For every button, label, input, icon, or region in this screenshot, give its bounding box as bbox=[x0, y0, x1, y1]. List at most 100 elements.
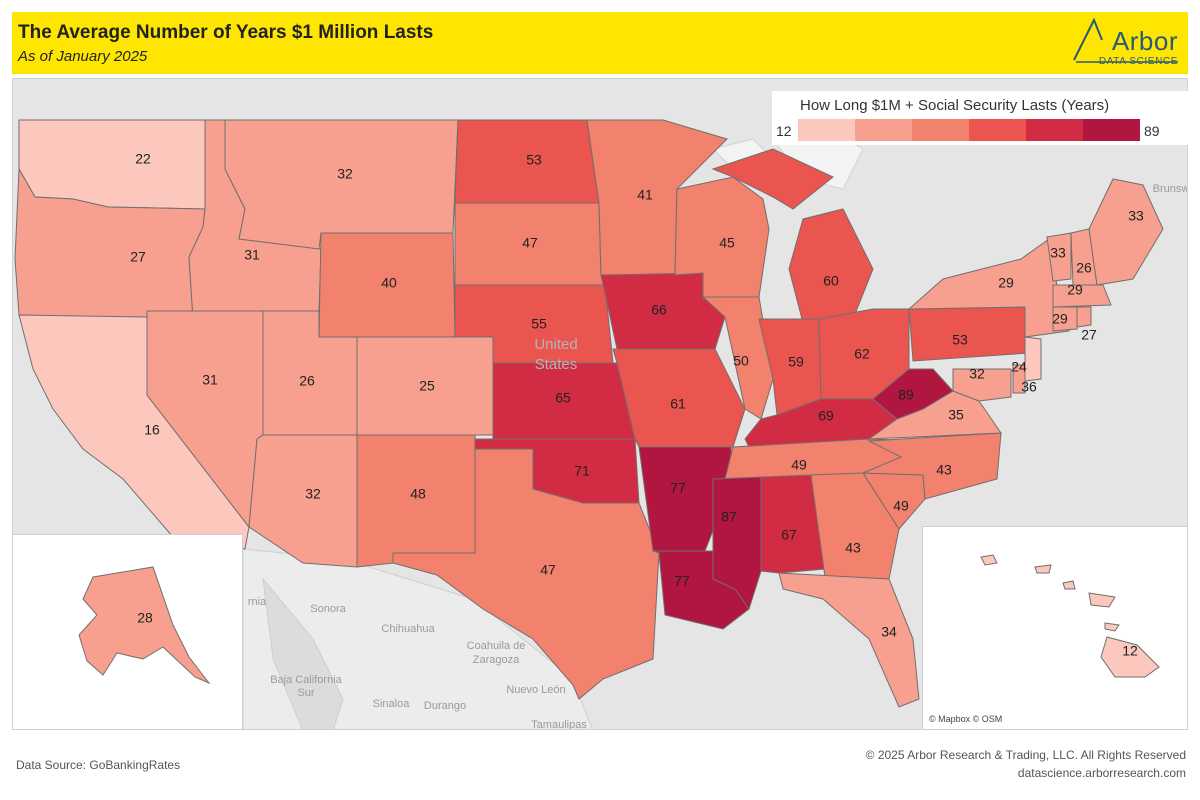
state-value-label-ca: 16 bbox=[144, 422, 160, 438]
state-value-label-hi: 12 bbox=[1122, 643, 1138, 659]
state-hi-island[interactable] bbox=[1062, 580, 1076, 590]
state-value-label-or: 27 bbox=[130, 249, 146, 265]
state-pa[interactable] bbox=[908, 306, 1030, 362]
state-value-label-ne: 55 bbox=[531, 316, 547, 332]
state-value-label-wi: 45 bbox=[719, 235, 735, 251]
state-md[interactable] bbox=[952, 368, 1012, 402]
state-ak[interactable] bbox=[78, 566, 211, 685]
state-value-label-mi: 60 bbox=[823, 273, 839, 289]
state-hi-island[interactable] bbox=[1100, 636, 1160, 678]
alaska-map[interactable]: 28 bbox=[13, 535, 242, 729]
state-value-label-il: 50 bbox=[733, 353, 749, 369]
map-attribution[interactable]: © Mapbox © OSM bbox=[929, 714, 1003, 724]
place-label: Nuevo León bbox=[506, 684, 565, 696]
state-value-label-nc: 43 bbox=[936, 462, 952, 478]
state-mt[interactable] bbox=[224, 119, 459, 250]
page-title: The Average Number of Years $1 Million L… bbox=[18, 22, 434, 43]
state-value-label-nm: 48 bbox=[410, 486, 426, 502]
legend-swatch bbox=[969, 119, 1026, 141]
place-label: Durango bbox=[424, 700, 466, 712]
state-value-label-tn: 49 bbox=[791, 457, 807, 473]
state-value-labels: 22 27 16 31 31 32 40 26 25 32 48 53 47 55 65 71 47 41 66 61… bbox=[130, 151, 1144, 640]
state-hi-island[interactable] bbox=[1104, 622, 1120, 632]
place-label: Sinaloa bbox=[373, 698, 411, 710]
alaska-inset[interactable]: 28 bbox=[12, 534, 243, 730]
logo-subtitle: DATA SCIENCE bbox=[1098, 56, 1178, 67]
state-value-label-de: 36 bbox=[1021, 379, 1037, 395]
legend: How Long $1M + Social Security Lasts (Ye… bbox=[772, 91, 1188, 145]
data-source: Data Source: GoBankingRates bbox=[16, 758, 181, 772]
state-value-label-me: 33 bbox=[1128, 208, 1144, 224]
state-hi-island[interactable] bbox=[980, 554, 998, 566]
logo-word: Arbor bbox=[1111, 26, 1178, 56]
state-value-label-nh: 26 bbox=[1076, 260, 1092, 276]
legend-swatch bbox=[912, 119, 969, 141]
state-ma[interactable] bbox=[1052, 284, 1112, 308]
state-value-label-ky: 69 bbox=[818, 408, 834, 424]
state-hi-island[interactable] bbox=[1088, 592, 1116, 608]
hawaii-inset[interactable]: 12 bbox=[922, 526, 1188, 730]
state-fl[interactable] bbox=[778, 572, 920, 708]
state-value-label-wa: 22 bbox=[135, 151, 151, 167]
state-value-label-ma: 29 bbox=[1067, 282, 1083, 298]
state-value-label-va: 35 bbox=[948, 407, 964, 423]
legend-swatch bbox=[855, 119, 912, 141]
legend-min-value: 12 bbox=[776, 123, 792, 139]
state-vt[interactable] bbox=[1046, 232, 1072, 282]
hawaii-map[interactable]: 12 bbox=[923, 527, 1187, 729]
website-link[interactable]: datascience.arborresearch.com bbox=[1017, 766, 1186, 780]
place-label: Tamaulipas bbox=[531, 719, 587, 730]
state-ct[interactable] bbox=[1052, 306, 1078, 332]
state-al[interactable] bbox=[760, 474, 826, 574]
state-value-label-ga: 43 bbox=[845, 540, 861, 556]
country-label-line2: States bbox=[535, 356, 578, 373]
state-value-label-nj: 24 bbox=[1011, 359, 1027, 375]
place-label: Brunsw bbox=[1153, 183, 1188, 195]
state-tx[interactable] bbox=[392, 448, 660, 700]
state-value-label-tx: 47 bbox=[540, 562, 556, 578]
place-label: Coahuila de bbox=[467, 640, 526, 652]
state-nc[interactable] bbox=[862, 432, 1002, 500]
state-nj[interactable] bbox=[1024, 336, 1042, 382]
state-value-label-fl: 34 bbox=[881, 624, 897, 640]
state-value-label-mt: 32 bbox=[337, 166, 353, 182]
state-value-label-mn: 41 bbox=[637, 187, 653, 203]
state-value-label-co: 25 bbox=[419, 378, 435, 394]
state-value-label-sc: 49 bbox=[893, 498, 909, 514]
place-label: Zaragoza bbox=[473, 654, 520, 666]
place-label: rnia bbox=[248, 596, 267, 608]
state-value-label-pa: 53 bbox=[952, 332, 968, 348]
state-value-label-wv: 89 bbox=[898, 387, 914, 403]
arbor-logo: Arbor DATA SCIENCE bbox=[1070, 16, 1180, 70]
place-label: Chihuahua bbox=[381, 623, 435, 635]
state-value-label-ny: 29 bbox=[998, 275, 1014, 291]
state-value-label-al: 67 bbox=[781, 527, 797, 543]
copyright: © 2025 Arbor Research & Trading, LLC. Al… bbox=[865, 748, 1186, 762]
state-value-label-md: 32 bbox=[969, 366, 985, 382]
state-value-label-ks: 65 bbox=[555, 390, 571, 406]
state-ga[interactable] bbox=[810, 472, 900, 580]
state-value-label-nd: 53 bbox=[526, 152, 542, 168]
state-de[interactable] bbox=[1012, 364, 1026, 394]
state-shapes[interactable] bbox=[14, 119, 1164, 708]
state-wa[interactable] bbox=[18, 119, 209, 210]
place-label: Baja California bbox=[270, 674, 342, 686]
state-value-label-ia: 66 bbox=[651, 302, 667, 318]
state-value-label-nv: 31 bbox=[202, 372, 218, 388]
state-hi-island[interactable] bbox=[1034, 564, 1052, 574]
state-value-label-mo: 61 bbox=[670, 396, 686, 412]
state-ri[interactable] bbox=[1076, 306, 1092, 328]
state-value-label-id: 31 bbox=[244, 247, 260, 263]
state-value-label-ct: 29 bbox=[1052, 311, 1068, 327]
legend-max-value: 89 bbox=[1144, 123, 1160, 139]
state-value-label-sd: 47 bbox=[522, 235, 538, 251]
state-value-label-ut: 26 bbox=[299, 373, 315, 389]
state-value-label-ak: 28 bbox=[137, 610, 153, 626]
state-value-label-ar: 77 bbox=[670, 480, 686, 496]
state-value-label-in: 59 bbox=[788, 354, 804, 370]
page-subtitle: As of January 2025 bbox=[18, 48, 148, 65]
state-value-label-vt: 33 bbox=[1050, 245, 1066, 261]
country-label-line1: United bbox=[534, 336, 577, 353]
background-place-labels: United States Sonora Chihuahua Coahuila … bbox=[248, 183, 1188, 730]
legend-swatch bbox=[1026, 119, 1083, 141]
